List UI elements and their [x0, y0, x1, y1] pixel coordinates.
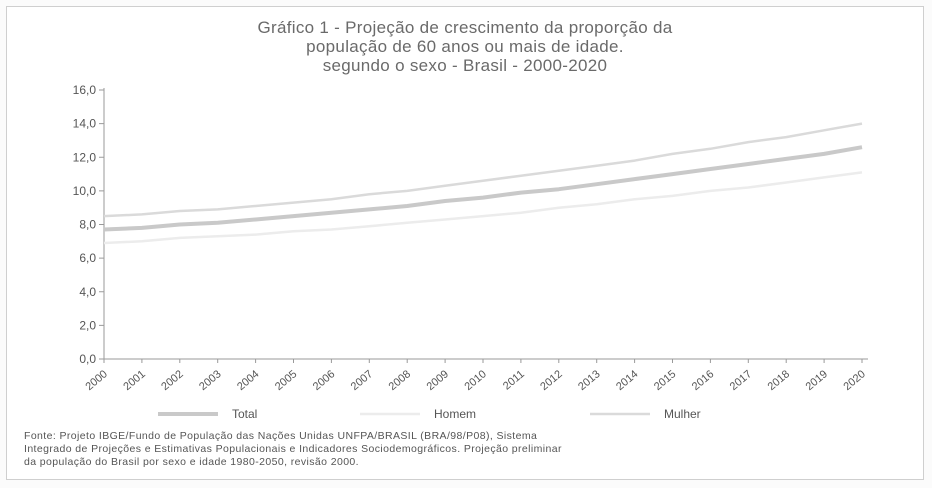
x-tick-label: 2014 [614, 368, 640, 393]
chart-frame [6, 6, 924, 480]
chart-title-line-2: população de 60 anos ou mais de idade. [306, 37, 624, 56]
source-line-2: Integrado de Projeções e Estimativas Pop… [24, 443, 562, 455]
source-line-3: da população do Brasil por sexo e idade … [24, 456, 359, 468]
x-tick-label: 2019 [804, 368, 830, 393]
x-tick-label: 2005 [273, 368, 299, 393]
x-tick-label: 2020 [841, 368, 867, 393]
y-tick-label: 12,0 [73, 150, 97, 164]
y-tick-label: 2,0 [79, 318, 96, 332]
x-tick-label: 2015 [652, 368, 678, 393]
x-tick-label: 2008 [387, 368, 413, 393]
x-tick-label: 2006 [311, 368, 337, 393]
series-line-total [103, 145, 863, 232]
source-note: Fonte: Projeto IBGE/Fundo de População d… [24, 430, 924, 469]
x-tick-label: 2001 [121, 368, 147, 393]
series-line-homem [103, 171, 863, 245]
x-tick-label: 2018 [766, 368, 792, 393]
legend-label-mulher: Mulher [664, 407, 701, 421]
y-tick-label: 8,0 [79, 218, 96, 232]
x-tick-label: 2003 [197, 368, 223, 393]
chart-title: Gráfico 1 - Projeção de crescimento da p… [120, 18, 810, 75]
chart-title-line-1: Gráfico 1 - Projeção de crescimento da p… [257, 18, 673, 37]
x-tick-label: 2000 [83, 368, 109, 393]
line-chart: 0,0 2,0 4,0 6,0 8,0 10,0 12,0 14,0 16,0 2000 2001 2… [73, 83, 868, 421]
series-line-mulher [103, 122, 863, 218]
y-tick-label: 16,0 [73, 83, 97, 97]
x-tick-label: 2004 [235, 368, 261, 393]
legend-label-total: Total [232, 407, 257, 421]
x-tick-label: 2002 [159, 368, 185, 393]
x-tick-label: 2011 [501, 368, 527, 392]
x-tick-label: 2010 [462, 368, 488, 393]
y-tick-label: 4,0 [79, 285, 96, 299]
y-tick-label: 6,0 [79, 251, 96, 265]
x-tick-label: 2013 [576, 368, 602, 393]
y-tick-label: 10,0 [73, 184, 97, 198]
x-tick-label: 2017 [728, 368, 754, 393]
x-tick-label: 2007 [349, 368, 375, 393]
y-tick-label: 0,0 [79, 352, 96, 366]
x-tick-label: 2009 [425, 368, 451, 393]
legend-label-homem: Homem [434, 407, 476, 421]
x-tick-label: 2016 [690, 368, 716, 393]
y-tick-label: 14,0 [73, 117, 97, 131]
x-tick-label: 2012 [538, 368, 564, 393]
source-line-1: Fonte: Projeto IBGE/Fundo de População d… [24, 430, 538, 442]
chart-title-line-3: segundo o sexo - Brasil - 2000-2020 [322, 56, 608, 75]
